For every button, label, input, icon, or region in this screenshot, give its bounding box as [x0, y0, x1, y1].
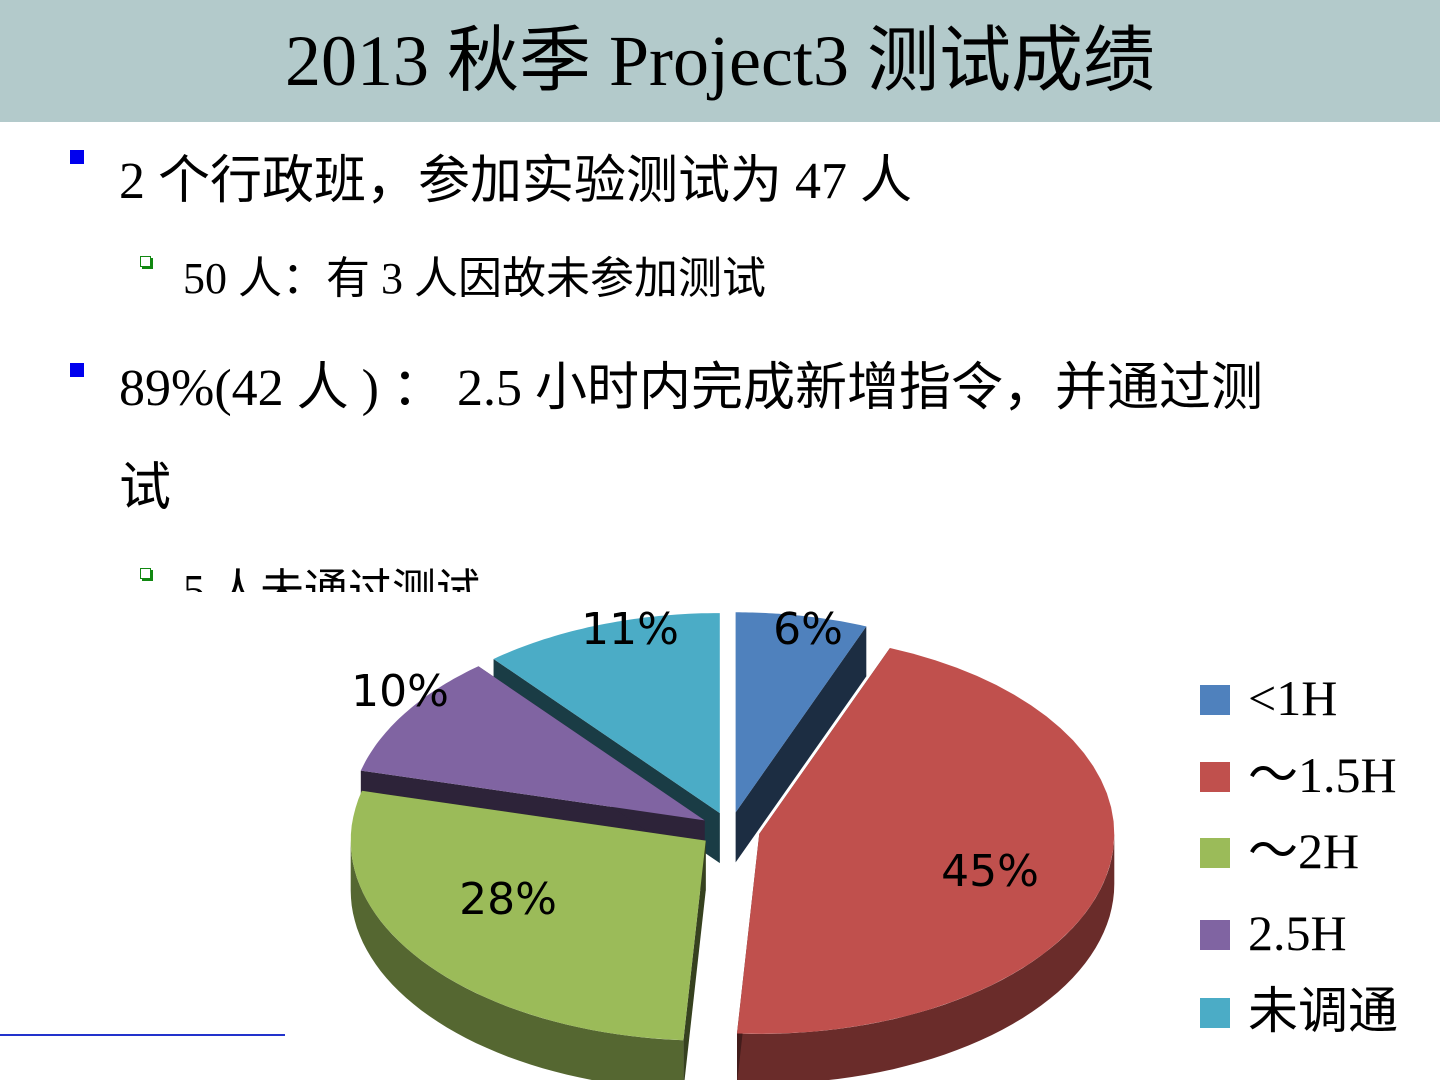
hollow-square-bullet-icon [140, 568, 151, 579]
bullet-text: 89%(42 人 ) ： 2.5 小时内完成新增指令，并通过测 [119, 360, 1263, 417]
legend-label: ～1.5H [1248, 747, 1397, 803]
pie-slice-wall [683, 840, 706, 1080]
legend-label: <1H [1248, 670, 1337, 726]
slide-title-bar: 2013 秋季 Project3 测试成绩 [0, 0, 1440, 122]
pie-data-label: 6% [773, 604, 843, 655]
pie-slice-top [360, 666, 705, 821]
pie-slice-top [737, 648, 1115, 1034]
bullet-text: 试 [119, 460, 172, 517]
pie-slice-top [735, 612, 867, 813]
pie-slice [736, 647, 1115, 1080]
square-bullet-icon [70, 363, 84, 377]
pie-slice-top [350, 790, 706, 1041]
legend-item: 未调通 [1200, 983, 1398, 1039]
legend-item: <1H [1200, 670, 1337, 726]
pie-slice-top [493, 613, 720, 814]
square-bullet-icon [70, 150, 84, 164]
sub-bullet-item: 5 人未通过测试 [140, 550, 740, 592]
pie-chart: 6% 45% 28% 10% 11% <1H ～1.5H ～2H 2.5H 未调通 [350, 604, 1398, 1080]
footer-divider [0, 1034, 285, 1036]
pie-data-label: 28% [459, 874, 557, 925]
legend-item: 2.5H [1200, 905, 1347, 961]
legend-item: ～1.5H [1200, 747, 1397, 803]
legend-swatch [1200, 920, 1230, 950]
pie-data-label: 45% [941, 846, 1039, 897]
sub-bullet-text: 50 人：有 3 人因故未参加测试 [183, 254, 766, 303]
legend-item: ～2H [1200, 823, 1359, 879]
pie-data-label: 10% [351, 666, 449, 717]
legend-label: ～2H [1248, 823, 1359, 879]
pie-slice-side [737, 833, 1115, 1080]
pie-slice [735, 612, 867, 863]
pie-slice-wall [735, 626, 867, 863]
pie-slice-side [350, 840, 684, 1080]
legend-swatch [1200, 762, 1230, 792]
legend-label: 2.5H [1248, 905, 1347, 961]
legend-swatch [1200, 838, 1230, 868]
hollow-square-bullet-icon [140, 256, 151, 267]
bullet-text: 2 个行政班，参加实验测试为 47 人 [119, 153, 913, 210]
pie-data-label: 11% [581, 604, 679, 655]
legend-swatch [1200, 998, 1230, 1028]
slide-title: 2013 秋季 Project3 测试成绩 [285, 21, 1155, 101]
legend-label: 未调通 [1248, 983, 1398, 1039]
sub-bullet-text: 5 人未通过测试 [183, 566, 480, 592]
legend-swatch [1200, 685, 1230, 715]
pie-slice [350, 790, 706, 1080]
